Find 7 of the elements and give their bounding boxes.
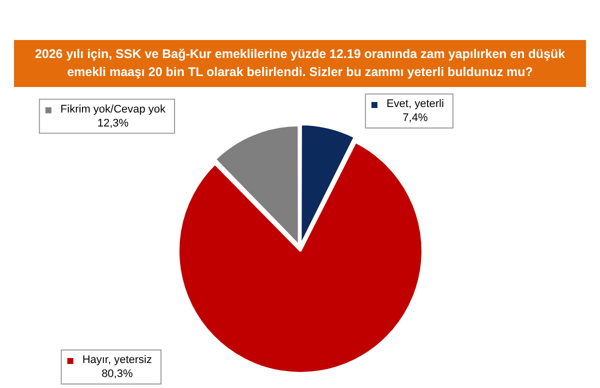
legend-label: Evet, yeterli — [386, 98, 444, 110]
legend-label: Hayır, yetersiz — [82, 354, 152, 366]
data-label: 80,3% — [102, 368, 133, 380]
legend-label: Fikrim yok/Cevap yok — [60, 103, 166, 116]
data-label: 12,3% — [97, 117, 129, 130]
chart-title: 2026 yılı için, SSK ve Bağ-Kur emeklilerine yüzde 12.19 oranında zam yapılırken en düşük emekli maaşı 20 bin TL olarak belirlendi. Sizler bu zammı yeterli buldunuz mu? — [14, 40, 586, 87]
data-label: 7,4% — [402, 112, 428, 124]
